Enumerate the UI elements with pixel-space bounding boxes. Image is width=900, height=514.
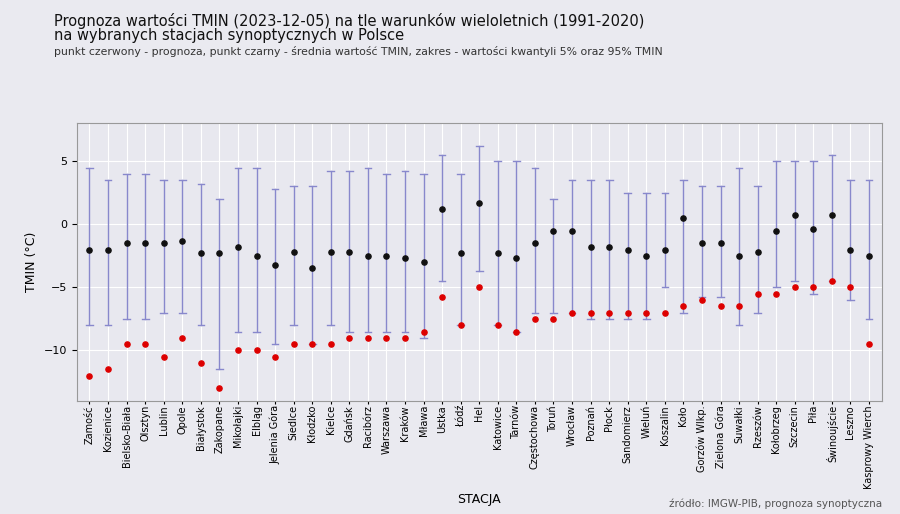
Point (361, 334, 375, 342)
Point (862, 340, 877, 348)
Point (324, 248, 338, 256)
Point (379, 334, 393, 342)
Text: na wybranych stacjach synoptycznych w Polsce: na wybranych stacjach synoptycznych w Po… (54, 28, 404, 43)
Point (305, 264, 320, 272)
Point (620, 245, 634, 253)
Point (527, 315, 542, 323)
Point (732, 302, 746, 310)
Point (157, 353, 171, 361)
Point (324, 340, 338, 348)
Point (120, 239, 134, 247)
Point (342, 334, 356, 342)
Point (546, 315, 561, 323)
Point (788, 211, 802, 219)
Text: źródło: IMGW-PIB, prognoza synoptyczna: źródło: IMGW-PIB, prognoza synoptyczna (669, 499, 882, 509)
Point (472, 199, 486, 207)
Point (732, 252, 746, 260)
Point (249, 346, 264, 355)
Point (714, 302, 728, 310)
Point (138, 239, 152, 247)
Point (509, 254, 524, 263)
Point (176, 236, 190, 245)
Point (843, 245, 858, 253)
Point (361, 252, 375, 260)
Point (620, 308, 634, 317)
Point (491, 249, 505, 258)
Point (194, 249, 208, 258)
Point (509, 327, 524, 336)
Point (843, 283, 858, 291)
Point (695, 239, 709, 247)
Point (676, 302, 690, 310)
Point (82, 245, 96, 253)
Point (398, 254, 412, 263)
Point (101, 245, 115, 253)
Point (639, 308, 653, 317)
Point (230, 346, 245, 355)
Point (824, 277, 839, 285)
Point (230, 243, 245, 251)
Point (602, 308, 616, 317)
Y-axis label: TMIN (°C): TMIN (°C) (25, 232, 38, 292)
Point (454, 249, 468, 258)
Point (751, 248, 765, 256)
Point (398, 334, 412, 342)
Point (583, 308, 598, 317)
Point (639, 252, 653, 260)
Point (472, 283, 486, 291)
Point (212, 384, 227, 392)
Point (862, 252, 877, 260)
Point (435, 205, 449, 213)
Point (824, 211, 839, 219)
Point (751, 289, 765, 298)
Point (658, 308, 672, 317)
Point (583, 243, 598, 251)
Point (676, 214, 690, 222)
Point (82, 372, 96, 380)
Point (286, 340, 301, 348)
Point (565, 308, 580, 317)
Point (658, 245, 672, 253)
Point (286, 248, 301, 256)
Point (546, 227, 561, 235)
Point (454, 321, 468, 329)
Point (714, 239, 728, 247)
Point (305, 340, 320, 348)
X-axis label: STACJA: STACJA (457, 493, 501, 506)
Point (176, 334, 190, 342)
Point (769, 289, 783, 298)
Point (602, 243, 616, 251)
Point (249, 252, 264, 260)
Text: Prognoza wartości TMIN (2023-12-05) na tle warunków wieloletnich (1991-2020): Prognoza wartości TMIN (2023-12-05) na t… (54, 13, 644, 29)
Point (806, 283, 821, 291)
Point (788, 283, 802, 291)
Point (212, 249, 227, 258)
Point (417, 327, 431, 336)
Point (565, 227, 580, 235)
Point (101, 365, 115, 374)
Point (435, 293, 449, 302)
Point (268, 353, 283, 361)
Point (769, 227, 783, 235)
Point (695, 296, 709, 304)
Point (806, 225, 821, 233)
Text: punkt czerwony - prognoza, punkt czarny - średnia wartość TMIN, zakres - wartośc: punkt czerwony - prognoza, punkt czarny … (54, 46, 662, 57)
Point (379, 252, 393, 260)
Point (491, 321, 505, 329)
Point (120, 340, 134, 348)
Point (527, 239, 542, 247)
Point (417, 258, 431, 266)
Point (268, 261, 283, 269)
Point (342, 248, 356, 256)
Point (157, 239, 171, 247)
Point (138, 340, 152, 348)
Point (194, 359, 208, 367)
